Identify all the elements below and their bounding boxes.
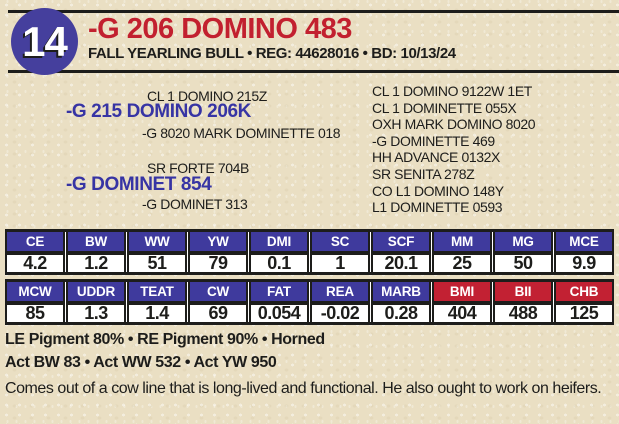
pedigree-ancestor: CL 1 DOMINO 9122W 1ET xyxy=(372,83,532,99)
epd-header: MARB xyxy=(371,282,431,303)
epd-header-index: CHB xyxy=(554,282,614,303)
pedigree-ancestor: OXH MARK DOMINO 8020 xyxy=(372,116,536,133)
lot-number-badge: 14 xyxy=(11,8,78,75)
pedigree-sire-granddam: -G 8020 MARK DOMINETTE 018 xyxy=(142,125,341,141)
registration-subtitle: FALL YEARLING BULL • REG: 44628016 • BD:… xyxy=(88,45,456,62)
pedigree-ancestor: -G DOMINETTE 469 xyxy=(372,132,495,149)
epd-value: 51 xyxy=(127,253,187,272)
pedigree-ancestor: HH ADVANCE 0132X xyxy=(372,149,500,166)
pedigree-ancestor: CL 1 DOMINETTE 055X xyxy=(372,99,517,116)
epd-value: 1 xyxy=(310,253,370,272)
epd-header: TEAT xyxy=(127,282,187,303)
sale-comment: Comes out of a cow line that is long-liv… xyxy=(5,380,602,397)
epd-header: UDDR xyxy=(66,282,126,303)
epd-header: MM xyxy=(432,232,492,253)
pedigree-sire-grandsire: CL 1 DOMINO 215Z xyxy=(147,88,267,104)
epd-header: CW xyxy=(188,282,248,303)
animal-name-title: -G 206 DOMINO 483 xyxy=(88,13,352,45)
epd-value: 79 xyxy=(188,253,248,272)
epd-value: 69 xyxy=(188,303,248,322)
header-top-rule xyxy=(8,10,619,13)
epd-value: 0.28 xyxy=(371,303,431,322)
epd-header: CE xyxy=(5,232,65,253)
epd-value: 488 xyxy=(493,303,553,322)
epd-value: 20.1 xyxy=(371,253,431,272)
epd-header-index: BMI xyxy=(432,282,492,303)
epd-header: SC xyxy=(310,232,370,253)
header-bottom-rule xyxy=(8,70,619,73)
epd-table-1: CE BW WW YW DMI SC SCF MM MG MCE 4.2 1.2… xyxy=(5,229,614,275)
epd-value: 25 xyxy=(432,253,492,272)
epd-value: 1.2 xyxy=(66,253,126,272)
pedigree-ancestor: SR SENITA 278Z xyxy=(372,165,475,182)
pedigree-dam: -G DOMINET 854 xyxy=(66,174,212,195)
epd-header: MG xyxy=(493,232,553,253)
epd-value: 0.1 xyxy=(249,253,309,272)
epd-value: -0.02 xyxy=(310,303,370,322)
pedigree-sire: -G 215 DOMINO 206K xyxy=(66,101,251,122)
epd-value: 85 xyxy=(5,303,65,322)
pedigree-dam-granddam: -G DOMINET 313 xyxy=(142,196,248,212)
epd-value: 404 xyxy=(432,303,492,322)
epd-header: SCF xyxy=(371,232,431,253)
pedigree-extended-list: CL 1 DOMINO 9122W 1ET CL 1 DOMINETTE 055… xyxy=(372,83,536,216)
pigment-horned-line: LE Pigment 80% • RE Pigment 90% • Horned xyxy=(5,331,325,348)
epd-header: WW xyxy=(127,232,187,253)
epd-header: FAT xyxy=(249,282,309,303)
epd-header: MCW xyxy=(5,282,65,303)
epd-header: DMI xyxy=(249,232,309,253)
epd-header-index: BII xyxy=(493,282,553,303)
pedigree-ancestor: CO L1 DOMINO 148Y xyxy=(372,182,504,199)
epd-value: 1.4 xyxy=(127,303,187,322)
epd-value: 50 xyxy=(493,253,553,272)
epd-table-2: MCW UDDR TEAT CW FAT REA MARB BMI BII CH… xyxy=(5,279,614,325)
pedigree-dam-grandsire: SR FORTE 704B xyxy=(147,160,249,176)
epd-header: MCE xyxy=(554,232,614,253)
epd-value: 125 xyxy=(554,303,614,322)
epd-header: REA xyxy=(310,282,370,303)
epd-value: 0.054 xyxy=(249,303,309,322)
actual-weights-line: Act BW 83 • Act WW 532 • Act YW 950 xyxy=(5,354,277,371)
epd-header: YW xyxy=(188,232,248,253)
pedigree-ancestor: L1 DOMINETTE 0593 xyxy=(372,199,503,216)
epd-value: 1.3 xyxy=(66,303,126,322)
lot-number: 14 xyxy=(22,17,68,65)
epd-value: 4.2 xyxy=(5,253,65,272)
epd-header: BW xyxy=(66,232,126,253)
epd-value: 9.9 xyxy=(554,253,614,272)
